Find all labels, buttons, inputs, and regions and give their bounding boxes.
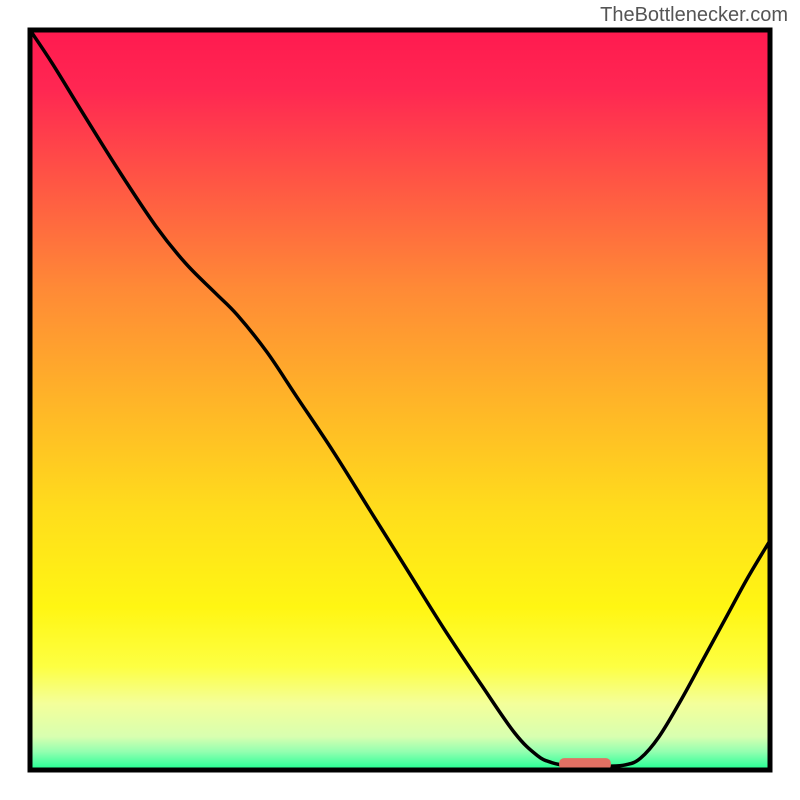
bottleneck-chart: TheBottlenecker.com	[0, 0, 800, 800]
chart-svg	[0, 0, 800, 800]
plot-background	[30, 30, 770, 770]
watermark-text: TheBottlenecker.com	[600, 4, 788, 27]
